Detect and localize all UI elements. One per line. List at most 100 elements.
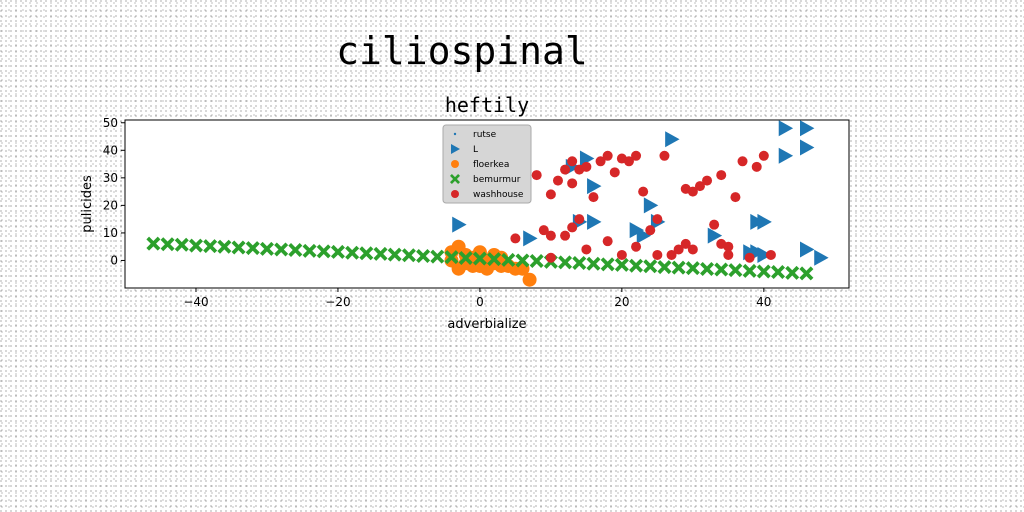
data-point [510, 233, 521, 244]
data-point [757, 213, 772, 230]
legend-box [442, 124, 532, 204]
data-point [694, 181, 705, 192]
data-point [765, 249, 776, 260]
data-point [487, 252, 502, 267]
data-point [515, 253, 530, 268]
data-point [671, 260, 686, 275]
data-point [785, 265, 800, 280]
data-marks [146, 120, 829, 287]
data-point [501, 252, 516, 267]
data-point [567, 178, 578, 189]
legend-label: washhouse [473, 190, 524, 200]
legend-marker [451, 190, 459, 198]
data-point [673, 244, 684, 255]
data-point [631, 241, 642, 252]
y-tick-label: 40 [103, 143, 118, 157]
data-point [558, 255, 573, 270]
data-point [687, 186, 698, 197]
data-point [800, 241, 815, 258]
x-tick-label: −40 [183, 295, 208, 309]
x-axis-label: adverbialize [447, 317, 526, 332]
x-tick-label: 40 [756, 295, 771, 309]
data-point [602, 150, 613, 161]
data-point [522, 272, 537, 287]
data-point [680, 238, 691, 249]
data-point [714, 262, 729, 277]
data-point [730, 192, 741, 203]
data-point [600, 257, 615, 272]
data-point [614, 257, 629, 272]
data-point [387, 247, 402, 262]
data-point [579, 150, 595, 167]
data-point [723, 241, 734, 252]
data-point [800, 139, 815, 156]
data-point [345, 245, 360, 260]
data-point [373, 246, 388, 261]
data-point [716, 170, 727, 181]
data-point [744, 252, 755, 263]
data-point [629, 258, 644, 273]
data-point [452, 216, 467, 233]
data-point [799, 266, 814, 281]
data-point [778, 147, 794, 164]
y-tick-label: 10 [103, 226, 118, 240]
y-tick-label: 30 [103, 171, 118, 185]
data-point [665, 131, 680, 148]
legend-marker [453, 132, 457, 136]
data-point [217, 239, 232, 254]
data-point [401, 248, 416, 263]
data-point [756, 264, 771, 279]
data-point [702, 175, 713, 186]
data-point [538, 225, 549, 236]
x-tick-label: 20 [614, 295, 629, 309]
data-point [288, 242, 303, 257]
data-point [643, 197, 659, 214]
data-point [203, 239, 218, 254]
y-tick-label: 50 [103, 116, 118, 130]
data-point [588, 192, 599, 203]
data-point [652, 214, 663, 225]
data-point [574, 214, 585, 225]
data-point [666, 249, 677, 260]
data-point [645, 225, 656, 236]
data-point [595, 156, 606, 167]
data-point [638, 186, 649, 197]
data-point [623, 156, 634, 167]
data-point [728, 263, 743, 278]
data-point [146, 236, 161, 251]
data-point [631, 150, 642, 161]
data-point [771, 265, 786, 280]
data-point [330, 244, 345, 259]
data-point [751, 161, 762, 172]
data-point [444, 253, 459, 268]
series-4 [510, 150, 776, 263]
data-point [581, 161, 592, 172]
legend-marker [451, 144, 460, 154]
data-point [545, 230, 556, 241]
data-point [531, 170, 542, 181]
legend-marker [450, 174, 460, 184]
data-point [652, 249, 663, 260]
chart-title: heftily [445, 93, 529, 117]
data-point [723, 249, 734, 260]
data-point [737, 156, 748, 167]
data-point [545, 252, 556, 263]
data-point [685, 261, 700, 276]
data-point [545, 189, 556, 200]
legend-label: rutse [473, 130, 497, 140]
data-point [659, 150, 670, 161]
data-point [552, 175, 563, 186]
data-point [742, 263, 757, 278]
data-point [587, 213, 602, 230]
y-tick-label: 20 [103, 198, 118, 212]
y-axis: 0 10 20 30 40 50 [103, 116, 125, 267]
legend-label: L [473, 145, 478, 155]
data-point [586, 256, 601, 271]
data-point [174, 237, 189, 252]
data-point [560, 164, 571, 175]
data-point [274, 242, 289, 257]
data-point [602, 236, 613, 247]
series-1 [452, 120, 829, 266]
data-point [529, 254, 544, 269]
